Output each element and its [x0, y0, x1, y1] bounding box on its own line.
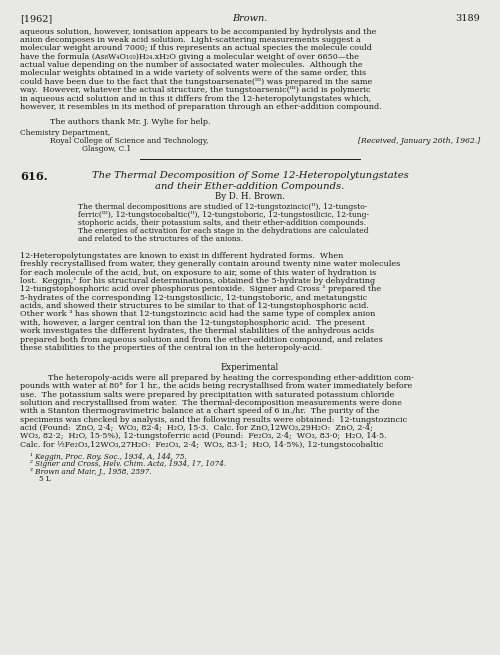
- Text: 12-Heteropolytungstates are known to exist in different hydrated forms.  When: 12-Heteropolytungstates are known to exi…: [20, 252, 344, 260]
- Text: anion decomposes in weak acid solution.  Light-scattering measurements suggest a: anion decomposes in weak acid solution. …: [20, 36, 361, 44]
- Text: 12-tungstophosphoric acid over phosphorus pentoxide.  Signer and Cross ² prepare: 12-tungstophosphoric acid over phosphoru…: [20, 286, 381, 293]
- Text: 616.: 616.: [20, 171, 48, 182]
- Text: [1962]: [1962]: [20, 14, 52, 24]
- Text: acids, and showed their structures to be similar to that of 12-tungstophosphoric: acids, and showed their structures to be…: [20, 302, 369, 310]
- Text: for each molecule of the acid, but, on exposure to air, some of this water of hy: for each molecule of the acid, but, on e…: [20, 269, 376, 276]
- Text: molecular weights obtained in a wide variety of solvents were of the same order,: molecular weights obtained in a wide var…: [20, 69, 366, 77]
- Text: aqueous solution, however, ionisation appears to be accompanied by hydrolysis an: aqueous solution, however, ionisation ap…: [20, 28, 376, 35]
- Text: specimens was checked by analysis, and the following results were obtained:  12-: specimens was checked by analysis, and t…: [20, 416, 407, 424]
- Text: [Received, January 26th, 1962.]: [Received, January 26th, 1962.]: [358, 137, 480, 145]
- Text: ferric(ᴵᴵᴵ), 12-tungstocobaltic(ᴵᴵ), 12-tungstoboric, 12-tungstosilicic, 12-tung: ferric(ᴵᴵᴵ), 12-tungstocobaltic(ᴵᴵ), 12-…: [78, 211, 368, 219]
- Text: freshly recrystallised from water, they generally contain around twenty nine wat: freshly recrystallised from water, they …: [20, 260, 400, 268]
- Text: lost.  Keggin,¹ for his structural determinations, obtained the 5-hydrate by deh: lost. Keggin,¹ for his structural determ…: [20, 277, 375, 285]
- Text: have the formula (As₈W₄O₁₀₀)H₂₄.xH₂O giving a molecular weight of over 6650—the: have the formula (As₈W₄O₁₀₀)H₂₄.xH₂O giv…: [20, 52, 359, 61]
- Text: The Thermal Decomposition of Some 12-Heteropolytungstates: The Thermal Decomposition of Some 12-Het…: [92, 171, 408, 180]
- Text: Experimental: Experimental: [221, 363, 279, 372]
- Text: solution and recrystallised from water.  The thermal-decomposition measurements : solution and recrystallised from water. …: [20, 399, 402, 407]
- Text: By D. H. Brown.: By D. H. Brown.: [215, 193, 285, 202]
- Text: these stabilities to the properties of the central ion in the heteropoly-acid.: these stabilities to the properties of t…: [20, 344, 322, 352]
- Text: with a Stanton thermogravimetric balance at a chart speed of 6 in./hr.  The puri: with a Stanton thermogravimetric balance…: [20, 407, 380, 415]
- Text: Brown.: Brown.: [232, 14, 268, 24]
- Text: prepared both from aqueous solution and from the ether-addition compound, and re: prepared both from aqueous solution and …: [20, 335, 383, 344]
- Text: ³ Brown and Mair, J., 1958, 2597.: ³ Brown and Mair, J., 1958, 2597.: [30, 468, 152, 476]
- Text: and related to the structures of the anions.: and related to the structures of the ani…: [78, 234, 242, 243]
- Text: ¹ Keggin, Proc. Roy. Soc., 1934, A, 144, 75.: ¹ Keggin, Proc. Roy. Soc., 1934, A, 144,…: [30, 453, 187, 461]
- Text: Royal College of Science and Technology,: Royal College of Science and Technology,: [50, 137, 208, 145]
- Text: actual value depending on the number of associated water molecules.  Although th: actual value depending on the number of …: [20, 61, 362, 69]
- Text: could have been due to the fact that the tungstoarsenate(ᴵᴵᴵ) was prepared in th: could have been due to the fact that the…: [20, 78, 372, 86]
- Text: pounds with water at 80° for 1 hr., the acids being recrystallised from water im: pounds with water at 80° for 1 hr., the …: [20, 382, 412, 390]
- Text: Other work ³ has shown that 12-tungstozincic acid had the same type of complex a: Other work ³ has shown that 12-tungstozi…: [20, 310, 376, 318]
- Text: way.  However, whatever the actual structure, the tungstoarsenic(ᴵᴵᴵ) acid is po: way. However, whatever the actual struct…: [20, 86, 370, 94]
- Text: The heteropoly-acids were all prepared by heating the corresponding ether-additi: The heteropoly-acids were all prepared b…: [48, 374, 414, 382]
- Text: 3189: 3189: [455, 14, 480, 24]
- Text: WO₃, 82·2;  H₂O, 15·5%), 12-tungstoferric acid (Found:  Fe₂O₃, 2·4;  WO₃, 83·0; : WO₃, 82·2; H₂O, 15·5%), 12-tungstoferric…: [20, 432, 386, 440]
- Text: in aqueous acid solution and in this it differs from the 12-heteropolytungstates: in aqueous acid solution and in this it …: [20, 94, 371, 103]
- Text: stophoric acids, their potassium salts, and their ether-addition compounds.: stophoric acids, their potassium salts, …: [78, 219, 366, 227]
- Text: ² Signer and Cross, Helv. Chim. Acta, 1934, 17, 1074.: ² Signer and Cross, Helv. Chim. Acta, 19…: [30, 460, 226, 468]
- Text: with, however, a larger central ion than the 12-tungstophosphoric acid.  The pre: with, however, a larger central ion than…: [20, 319, 365, 327]
- Text: The authors thank Mr. J. Wylie for help.: The authors thank Mr. J. Wylie for help.: [50, 118, 210, 126]
- Text: Chemistry Department,: Chemistry Department,: [20, 129, 110, 137]
- Text: molecular weight around 7000; if this represents an actual species the molecule : molecular weight around 7000; if this re…: [20, 45, 372, 52]
- Text: use.  The potassium salts were prepared by precipitation with saturated potassiu: use. The potassium salts were prepared b…: [20, 390, 394, 398]
- Text: Calc. for ½Fe₂O₃,12WO₃,27H₂O:  Fe₂O₃, 2·4;  WO₃, 83·1;  H₂O, 14·5%), 12-tungstoc: Calc. for ½Fe₂O₃,12WO₃,27H₂O: Fe₂O₃, 2·4…: [20, 441, 384, 449]
- Text: The energies of activation for each stage in the dehydrations are calculated: The energies of activation for each stag…: [78, 227, 368, 235]
- Text: The thermal decompositions are studied of 12-tungstozincic(ᴵᴵ), 12-tungsto-: The thermal decompositions are studied o…: [78, 203, 367, 212]
- Text: Glasgow, C.1: Glasgow, C.1: [82, 145, 132, 153]
- Text: 5 L: 5 L: [30, 475, 51, 483]
- Text: work investigates the different hydrates, the thermal stabilities of the anhydro: work investigates the different hydrates…: [20, 328, 374, 335]
- Text: and their Ether-addition Compounds.: and their Ether-addition Compounds.: [156, 182, 344, 191]
- Text: however, it resembles in its method of preparation through an ether-addition com: however, it resembles in its method of p…: [20, 103, 382, 111]
- Text: acid (Found:  ZnO, 2·4;  WO₃, 82·4;  H₂O, 15·3.  Calc. for ZnO,12WO₃,29H₂O:  ZnO: acid (Found: ZnO, 2·4; WO₃, 82·4; H₂O, 1…: [20, 424, 373, 432]
- Text: 5-hydrates of the corresponding 12-tungstosilicic, 12-tungstoboric, and metatung: 5-hydrates of the corresponding 12-tungs…: [20, 293, 367, 302]
